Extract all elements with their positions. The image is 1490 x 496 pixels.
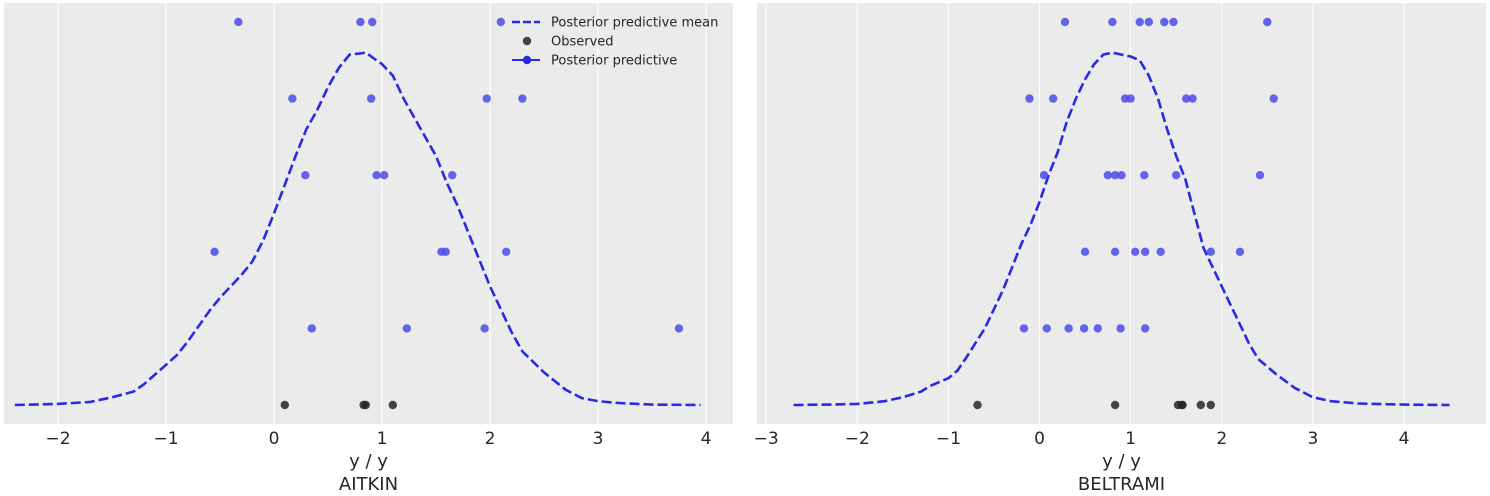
x-tick-label: 1 xyxy=(377,429,388,449)
posterior-predictive-point xyxy=(402,324,412,333)
posterior-predictive-point xyxy=(1110,247,1120,256)
posterior-predictive-point xyxy=(379,171,389,180)
x-tick-label: −1 xyxy=(936,429,961,449)
x-axis-label: y / y xyxy=(349,451,388,472)
posterior-predictive-point xyxy=(1025,94,1034,103)
observed-point xyxy=(1178,400,1187,410)
posterior-predictive-point xyxy=(1117,171,1126,180)
posterior-predictive-point xyxy=(1110,171,1120,180)
posterior-predictive-point xyxy=(674,324,684,333)
posterior-predictive-point xyxy=(1263,17,1272,27)
posterior-predictive-point xyxy=(1140,171,1149,180)
posterior-predictive-point xyxy=(1019,324,1029,333)
plot-background xyxy=(757,3,1486,424)
posterior-predictive-point xyxy=(1140,247,1150,256)
posterior-predictive-point xyxy=(1156,247,1165,256)
posterior-predictive-point xyxy=(1171,171,1181,180)
observed-point xyxy=(388,400,397,410)
posterior-predictive-point xyxy=(367,94,376,103)
posterior-predictive-point xyxy=(368,17,377,27)
x-tick-label: 2 xyxy=(485,429,496,449)
posterior-predictive-point xyxy=(1039,171,1049,180)
posterior-predictive-point xyxy=(1160,17,1169,27)
posterior-predictive-point xyxy=(234,17,243,27)
observed-point xyxy=(973,400,982,410)
observed-point xyxy=(280,400,289,410)
posterior-predictive-point xyxy=(1188,94,1197,103)
posterior-predictive-point xyxy=(307,324,316,333)
posterior-predictive-point xyxy=(496,17,505,27)
posterior-predictive-point xyxy=(1130,247,1140,256)
posterior-predictive-point xyxy=(1235,247,1245,256)
posterior-predictive-point xyxy=(210,247,219,256)
x-tick-label: 4 xyxy=(701,429,712,449)
x-tick-label: 2 xyxy=(1216,429,1227,449)
x-tick-label: −1 xyxy=(153,429,178,449)
posterior-predictive-point xyxy=(1181,94,1191,103)
posterior-predictive-point xyxy=(356,17,365,27)
posterior-predictive-mean-line xyxy=(14,51,701,407)
posterior-predictive-point xyxy=(1169,17,1178,27)
x-tick-label: 0 xyxy=(1034,429,1045,449)
legend-label: Posterior predictive mean xyxy=(551,16,718,31)
posterior-predictive-point xyxy=(1093,324,1103,333)
legend: Posterior predictive mean Observed Posteri… xyxy=(512,16,718,69)
observed-point xyxy=(361,400,370,410)
x-tick-label: 0 xyxy=(269,429,280,449)
posterior-predictive-point xyxy=(1140,324,1150,333)
posterior-predictive-point xyxy=(502,247,511,256)
panel-title: BELTRAMI xyxy=(1078,474,1165,495)
observed-point xyxy=(1110,400,1120,410)
x-tick-label: −3 xyxy=(754,429,779,449)
posterior-predictive-point xyxy=(1126,94,1135,103)
posterior-predictive-point xyxy=(518,94,527,103)
panel-title: AITKIN xyxy=(339,474,398,495)
legend-label: Observed xyxy=(551,35,614,50)
posterior-predictive-point xyxy=(482,94,491,103)
posterior-predictive-point xyxy=(1255,171,1265,180)
posterior-predictive-point xyxy=(1064,324,1073,333)
x-tick-label: 1 xyxy=(1125,429,1136,449)
posterior-predictive-point xyxy=(1079,324,1089,333)
posterior-predictive-mean-line xyxy=(793,51,1450,407)
posterior-predictive-point xyxy=(1116,324,1125,333)
observed-point xyxy=(1206,400,1216,410)
posterior-predictive-point xyxy=(1103,171,1113,180)
posterior-predictive-point xyxy=(1144,17,1154,27)
posterior-predictive-point xyxy=(1080,247,1090,256)
posterior-predictive-point xyxy=(1135,17,1144,27)
posterior-predictive-point xyxy=(441,247,450,256)
legend-observed-swatch xyxy=(522,36,532,46)
posterior-predictive-point xyxy=(448,171,457,180)
legend-label: Posterior predictive xyxy=(551,54,677,69)
posterior-predictive-point xyxy=(1108,17,1117,27)
x-axis-label: y / y xyxy=(1102,451,1141,472)
x-tick-label: 3 xyxy=(1307,429,1318,449)
posterior-predictive-point xyxy=(1060,17,1070,27)
posterior-predictive-point xyxy=(1269,94,1278,103)
x-tick-label: −2 xyxy=(845,429,870,449)
x-tick-label: 4 xyxy=(1399,429,1410,449)
posterior-predictive-point xyxy=(301,171,310,180)
legend-predictive-swatch xyxy=(522,55,532,65)
posterior-predictive-point xyxy=(480,324,489,333)
plot-background xyxy=(4,3,733,424)
posterior-predictive-point xyxy=(1206,247,1216,256)
posterior-predictive-point xyxy=(1042,324,1051,333)
posterior-predictive-point xyxy=(288,94,297,103)
posterior-predictive-point xyxy=(1048,94,1058,103)
x-tick-label: 3 xyxy=(593,429,604,449)
posterior-predictive-point xyxy=(372,171,381,180)
observed-point xyxy=(1196,400,1205,410)
x-tick-label: −2 xyxy=(45,429,70,449)
